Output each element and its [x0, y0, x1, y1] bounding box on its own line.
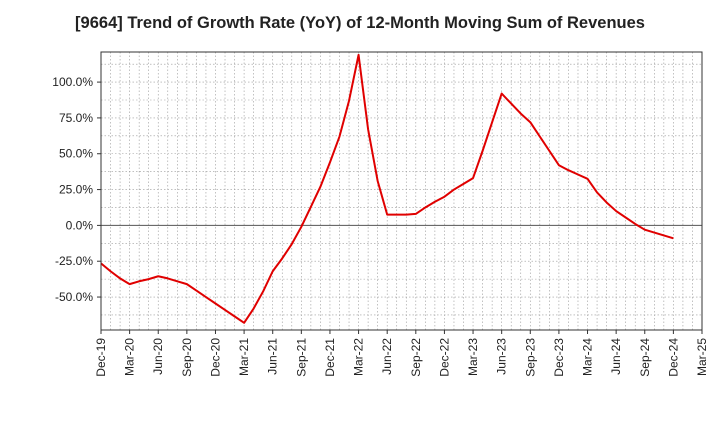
series-layer: [100, 53, 674, 324]
x-tick-label: Sep-22: [409, 338, 423, 377]
x-tick-label: Dec-24: [666, 338, 680, 377]
y-tick-label: 25.0%: [59, 183, 93, 197]
x-tick-label: Jun-20: [151, 338, 165, 375]
x-tick-label: Jun-24: [609, 338, 623, 375]
x-tick-label: Dec-19: [94, 338, 108, 377]
x-tick-label: Mar-20: [123, 338, 137, 376]
axes: [97, 51, 703, 334]
x-tick-label: Mar-25: [695, 338, 709, 376]
x-tick-label: Mar-22: [352, 338, 366, 376]
y-tick-label: 50.0%: [59, 147, 93, 161]
x-tick-label: Dec-23: [552, 338, 566, 377]
y-tick-label: 75.0%: [59, 111, 93, 125]
x-tick-label: Mar-24: [581, 338, 595, 376]
series-line: [100, 53, 674, 324]
x-tick-label: Jun-22: [380, 338, 394, 375]
y-tick-label: 100.0%: [52, 75, 93, 89]
y-tick-label: 0.0%: [66, 218, 94, 232]
chart-title: [9664] Trend of Growth Rate (YoY) of 12-…: [75, 14, 645, 32]
x-tick-label: Dec-20: [208, 338, 222, 377]
x-tick-label: Sep-24: [638, 338, 652, 377]
axes-frame: [100, 51, 703, 331]
tick-labels: 100.0% 75.0% 50.0% 25.0% 0.0% -25.0% -50.0% Dec…: [52, 75, 709, 377]
x-tick-label: Dec-22: [437, 338, 451, 377]
x-tick-label: Sep-21: [294, 338, 308, 377]
x-tick-label: Dec-21: [323, 338, 337, 377]
plot-area: [101, 52, 702, 330]
x-tick-label: Jun-23: [495, 338, 509, 375]
x-tick-label: Mar-23: [466, 338, 480, 376]
y-tick-label: -25.0%: [55, 254, 93, 268]
y-tick-label: -50.0%: [55, 290, 93, 304]
x-tick-label: Mar-21: [237, 338, 251, 376]
grid: [100, 52, 703, 330]
x-tick-label: Jun-21: [266, 338, 280, 375]
x-tick-label: Sep-20: [180, 338, 194, 377]
x-tick-label: Sep-23: [523, 338, 537, 377]
